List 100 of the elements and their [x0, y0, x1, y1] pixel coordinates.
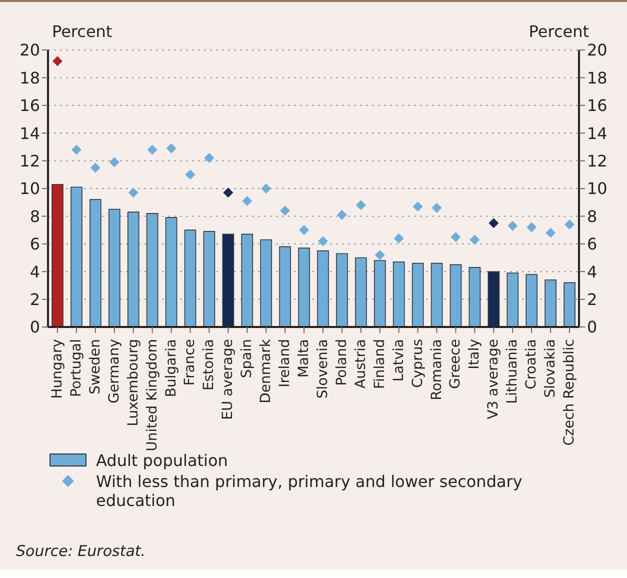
- point: [412, 202, 423, 212]
- bar: [468, 267, 481, 327]
- x-tick-label: Bulgaria: [163, 339, 180, 398]
- point: [564, 220, 575, 230]
- point: [71, 144, 82, 155]
- point: [508, 220, 518, 231]
- y-tick-label: 18: [20, 68, 40, 88]
- point: [204, 153, 214, 164]
- point: [52, 56, 62, 66]
- bar: [392, 262, 405, 327]
- bar: [165, 217, 178, 327]
- x-tick-label: Croatia: [524, 339, 540, 390]
- bar: [450, 264, 462, 327]
- y-axis-title: Percent: [52, 22, 112, 41]
- y2-tick-label: 4: [587, 262, 598, 282]
- point: [526, 222, 537, 232]
- x-tick-label: Spain: [239, 339, 256, 378]
- point: [90, 162, 100, 173]
- point: [109, 157, 120, 168]
- x-tick-label: Latvia: [390, 339, 407, 382]
- y2-tick-label: 10: [587, 179, 608, 198]
- x-tick-label: Finland: [372, 339, 388, 390]
- x-tick-label: Poland: [334, 339, 350, 386]
- point: [147, 144, 158, 155]
- legend-label: With less than primary, primary and lower secondary education: [96, 472, 524, 510]
- point: [128, 188, 138, 198]
- y2-axis-title: Percent: [528, 22, 589, 41]
- bar: [564, 282, 576, 327]
- y2-tick-label: 16: [587, 96, 608, 116]
- x-tick-label: Cyprus: [410, 339, 426, 388]
- y2-tick-label: 6: [587, 234, 598, 254]
- y-tick-label: 14: [20, 124, 40, 143]
- bar: [355, 257, 367, 327]
- x-tick-label: Czech Republic: [562, 339, 578, 446]
- bar: [488, 271, 500, 327]
- point: [166, 143, 176, 154]
- y-tick-label: 12: [20, 151, 40, 170]
- bar: [241, 234, 254, 327]
- y2-tick-label: 0: [587, 318, 598, 337]
- x-tick-label: V3 average: [486, 339, 502, 420]
- x-tick-label: United Kingdom: [144, 339, 160, 452]
- y2-tick-label: 8: [587, 206, 598, 226]
- bar: [317, 250, 329, 327]
- x-tick-label: Estonia: [201, 339, 218, 391]
- x-tick-label: Romania: [428, 339, 445, 400]
- point: [261, 184, 272, 194]
- bar: [260, 239, 272, 327]
- bar: [108, 208, 120, 327]
- source-note: Source: Eurostat.: [16, 542, 146, 560]
- point: [299, 225, 310, 236]
- bar: [336, 253, 348, 327]
- y2-tick-label: 12: [587, 151, 608, 170]
- point: [374, 250, 385, 260]
- bar: [222, 234, 234, 327]
- bar: [203, 231, 216, 327]
- x-tick-label: Greece: [448, 339, 464, 389]
- point: [488, 218, 499, 228]
- y-tick-label: 20: [20, 40, 40, 60]
- point: [432, 202, 442, 213]
- bar: [526, 274, 538, 327]
- y-tick-label: 0: [30, 318, 40, 337]
- x-tick-label: Slovakia: [542, 339, 559, 398]
- point: [470, 234, 480, 245]
- point: [242, 196, 252, 206]
- x-tick-label: Lithuania: [504, 339, 521, 404]
- point: [280, 206, 290, 216]
- point: [394, 233, 404, 244]
- point: [450, 232, 461, 242]
- x-tick-label: EU average: [220, 339, 236, 420]
- point: [356, 200, 366, 210]
- bar: [298, 248, 310, 327]
- bar: [279, 246, 291, 327]
- bar: [412, 262, 424, 327]
- bar: [52, 184, 64, 327]
- point: [185, 170, 196, 180]
- y-tick-label: 4: [30, 262, 40, 282]
- point: [223, 188, 234, 198]
- x-tick-label: Malta: [296, 339, 312, 378]
- y2-tick-label: 20: [587, 40, 608, 60]
- x-tick-label: Ireland: [277, 339, 294, 388]
- point: [318, 236, 328, 246]
- bar: [544, 280, 556, 327]
- x-tick-label: Portugal: [68, 339, 84, 397]
- y-tick-label: 10: [20, 179, 40, 198]
- x-tick-label: Austria: [352, 339, 369, 388]
- x-tick-label: Hungary: [49, 339, 66, 399]
- bar: [506, 272, 519, 327]
- point: [336, 210, 347, 220]
- x-tick-label: Slovenia: [314, 339, 331, 399]
- x-tick-label: Luxembourg: [125, 339, 142, 426]
- y2-tick-label: 2: [587, 290, 598, 309]
- bar: [90, 199, 102, 327]
- x-tick-label: Denmark: [258, 338, 274, 404]
- point: [546, 228, 556, 238]
- y-tick-label: 16: [20, 96, 40, 116]
- x-tick-label: Germany: [106, 339, 122, 404]
- y-tick-label: 8: [30, 206, 40, 226]
- x-tick-label: France: [182, 339, 198, 386]
- bar: [146, 213, 158, 327]
- bar: [70, 186, 82, 327]
